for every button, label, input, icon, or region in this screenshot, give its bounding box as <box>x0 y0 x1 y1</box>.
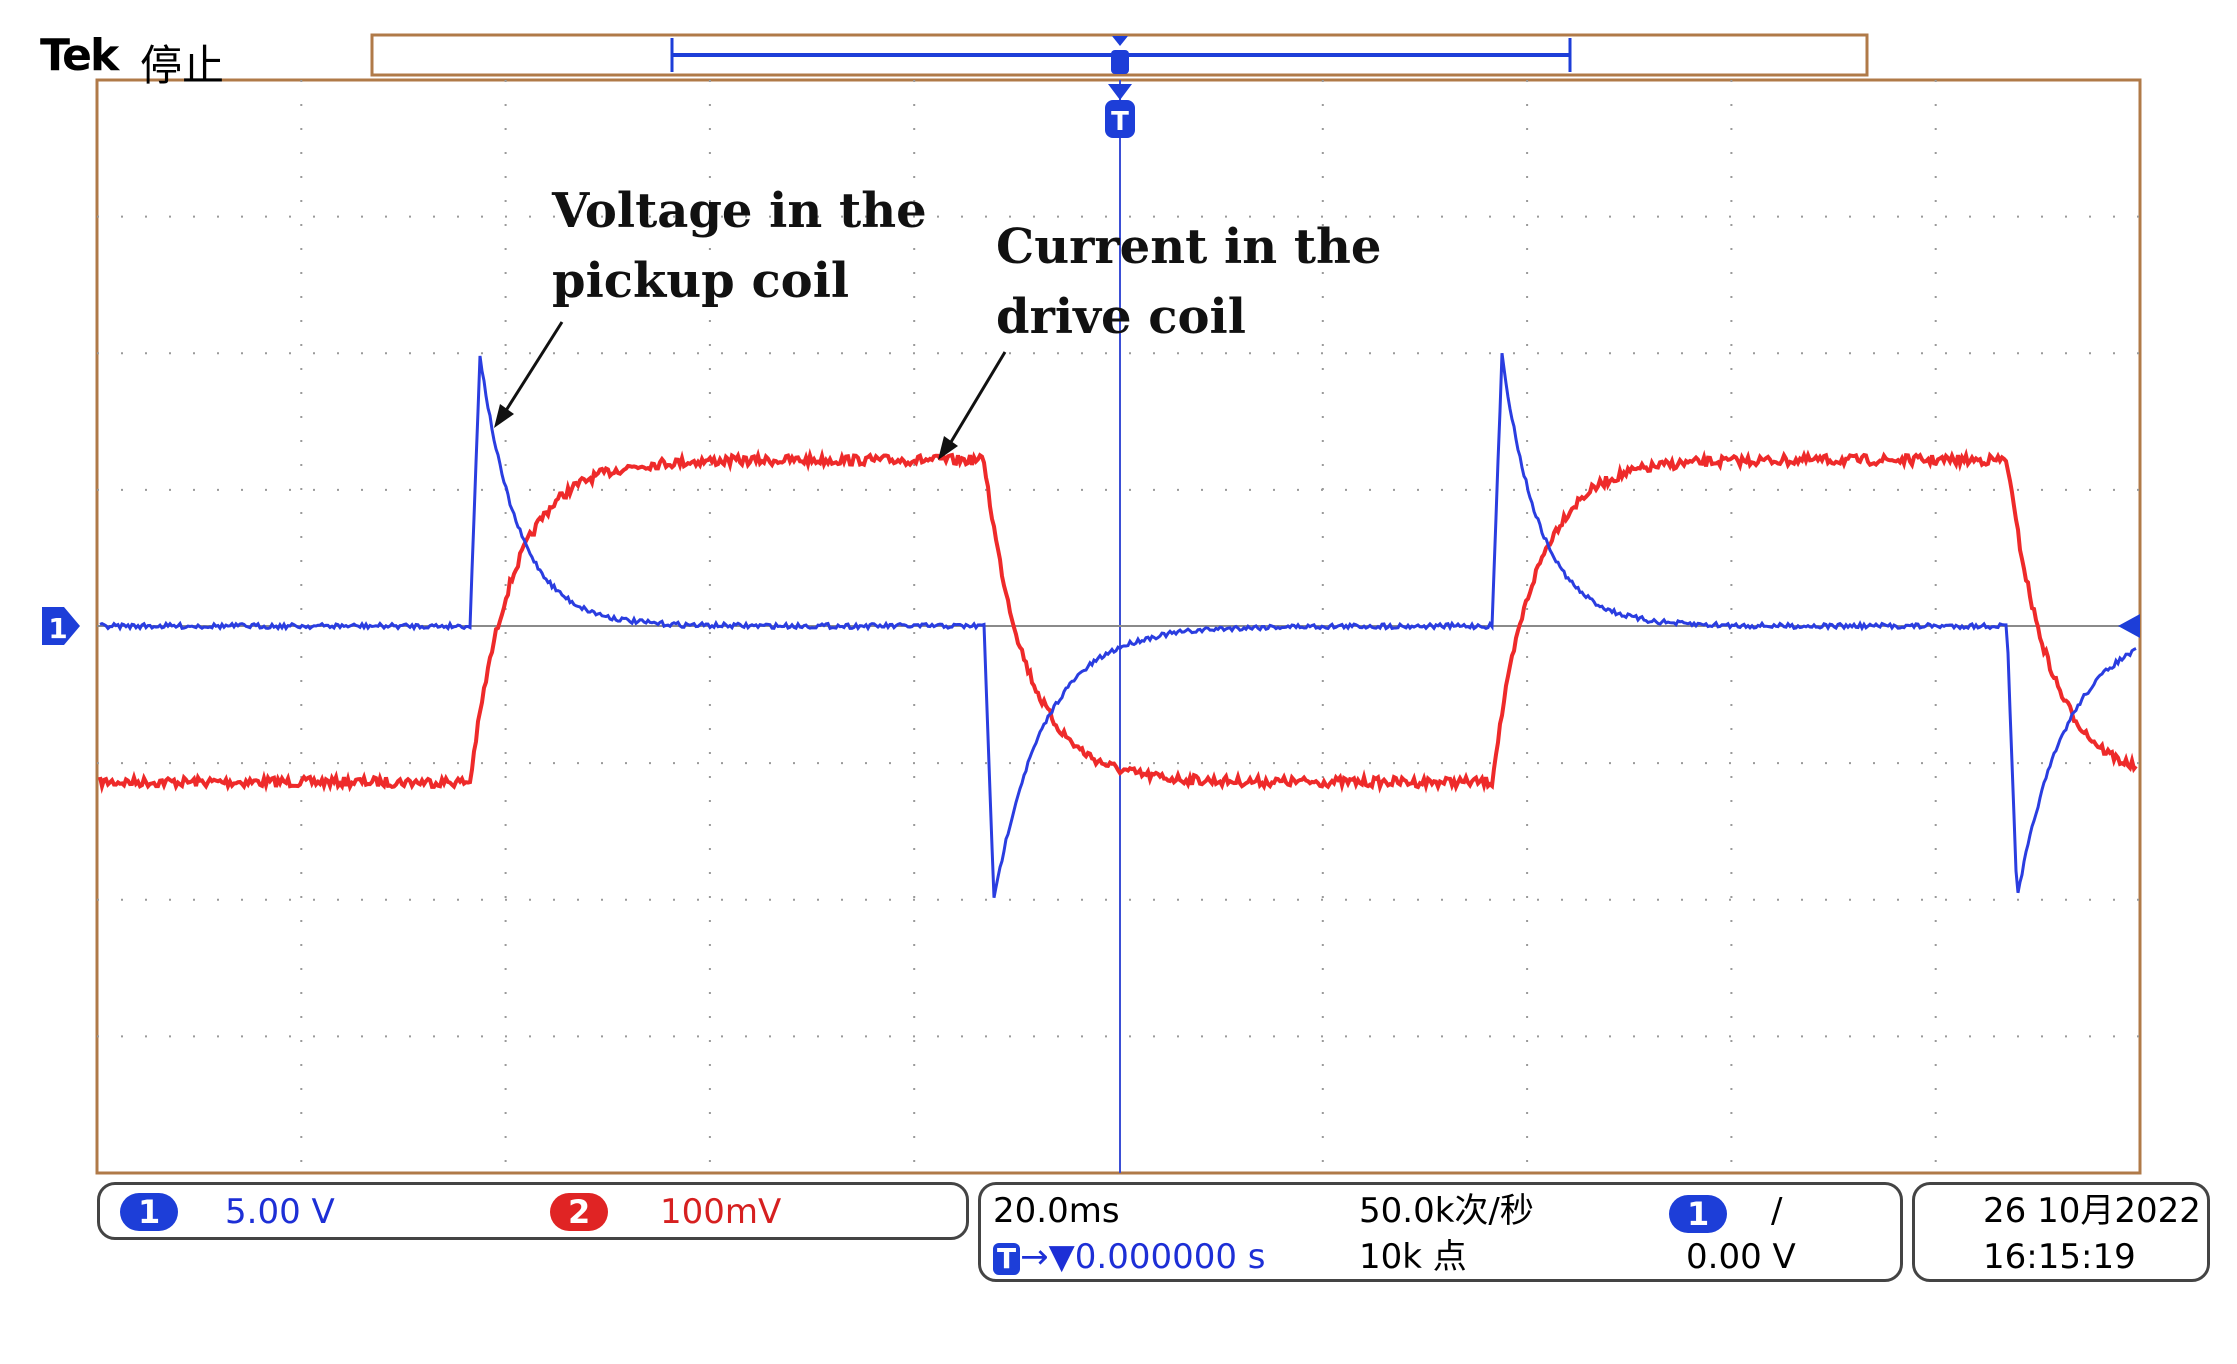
drive-arrow <box>938 351 1007 460</box>
drive-annotation-line2: drive coil <box>996 289 1246 345</box>
pickup-arrow <box>494 321 564 428</box>
pickup-annotation: Voltage in the pickup coil <box>552 176 927 316</box>
trigger-level-marker <box>2118 614 2140 638</box>
record-length: 10k 点 <box>1359 1237 1467 1277</box>
trigger-source-badge[interactable]: 1 <box>1669 1195 1728 1233</box>
channel-scale-panel[interactable]: 1 5.00 V 2 100mV <box>97 1182 969 1240</box>
date-readout: 26 10月2022 <box>1983 1191 2201 1231</box>
time-readout: 16:15:19 <box>1983 1237 2136 1277</box>
trigger-slope-icon: / <box>1771 1191 1783 1231</box>
trigger-position-value: 0.000000 s <box>1074 1237 1266 1277</box>
sample-rate: 50.0k次/秒 <box>1359 1191 1534 1231</box>
ch2-scale: 100mV <box>660 1192 782 1232</box>
ch1-trace-pickup-voltage <box>99 353 2137 898</box>
trigger-level: 0.00 V <box>1686 1237 1796 1277</box>
datetime-panel: 26 10月2022 16:15:19 <box>1912 1182 2210 1282</box>
time-per-div: 20.0ms <box>993 1191 1120 1231</box>
trigger-position-icon: T <box>993 1243 1021 1275</box>
drive-annotation: Current in the drive coil <box>996 212 1381 352</box>
timebase-trigger-panel[interactable]: 20.0ms T →▼0.000000 s 50.0k次/秒 10k 点 1 / … <box>978 1182 1903 1282</box>
ch2-badge[interactable]: 2 <box>550 1193 609 1231</box>
trigger-position-marker: T <box>1105 84 1135 138</box>
ch1-ground-marker: 1 <box>42 607 80 645</box>
ch1-badge[interactable]: 1 <box>120 1193 179 1231</box>
trigger-position-readout: T →▼0.000000 s <box>993 1237 1266 1277</box>
svg-text:T: T <box>1111 107 1129 137</box>
run-state: 停止 <box>140 41 225 90</box>
ch2-trace-drive-current <box>98 447 2138 794</box>
pickup-annotation-line2: pickup coil <box>552 253 850 309</box>
ch1-scale: 5.00 V <box>225 1192 335 1232</box>
brand-label: Tek <box>40 30 119 81</box>
overview-trigger-marker <box>1111 36 1129 74</box>
drive-annotation-line1: Current in the <box>996 219 1382 275</box>
svg-text:1: 1 <box>48 612 67 645</box>
pickup-annotation-line1: Voltage in the <box>552 183 927 239</box>
